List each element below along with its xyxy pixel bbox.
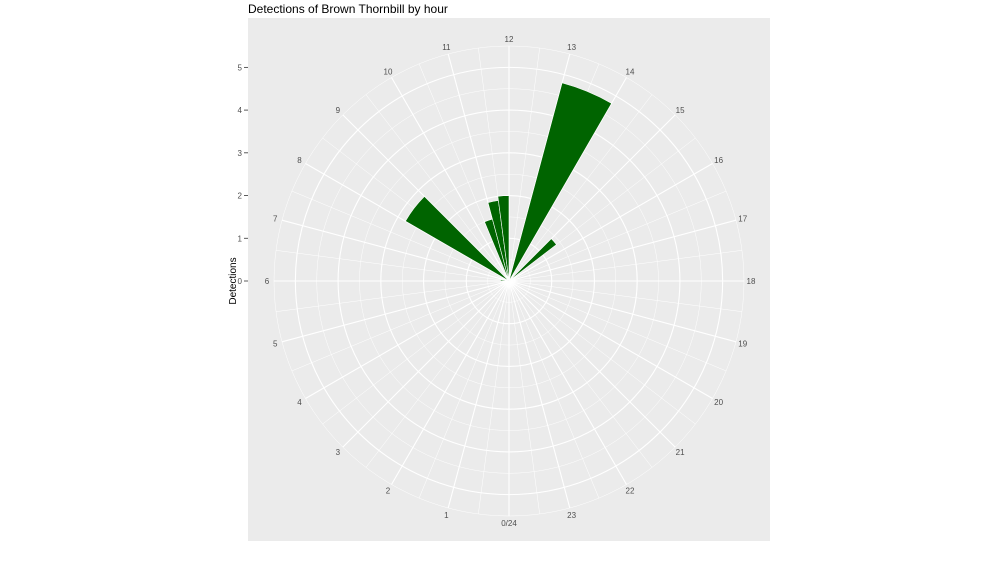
- bar: [497, 195, 510, 282]
- x-tick-label: 3: [336, 448, 341, 457]
- y-tick-label: 2: [238, 192, 243, 201]
- grid-spoke: [418, 280, 510, 499]
- grid-spoke: [365, 280, 510, 468]
- x-tick-label: 23: [567, 511, 576, 520]
- x-tick-label: 21: [676, 448, 685, 457]
- y-tick-label: 0: [238, 277, 243, 286]
- x-tick-label: 1: [444, 511, 449, 520]
- x-tick-label: 9: [336, 106, 341, 115]
- grid-spoke: [291, 280, 510, 372]
- x-tick-label: 12: [505, 35, 514, 44]
- grid-spoke: [478, 280, 510, 515]
- grid-spoke: [508, 250, 743, 282]
- grid-spoke: [508, 190, 727, 282]
- grid-spoke: [281, 280, 510, 343]
- grid-spoke: [342, 280, 510, 448]
- x-tick-label: 4: [297, 398, 302, 407]
- grid-spoke: [447, 280, 510, 509]
- y-tick-label: 4: [238, 106, 243, 115]
- grid-spoke: [508, 280, 571, 509]
- bars-layer: [404, 82, 612, 282]
- grid-spoke: [391, 280, 510, 485]
- x-tick-label: 2: [386, 487, 391, 496]
- y-axis-title: Detections: [228, 257, 239, 304]
- grid-spoke: [508, 280, 737, 343]
- x-tick-label: 15: [676, 106, 685, 115]
- grid-spoke: [508, 163, 713, 282]
- grid-spoke: [508, 280, 540, 515]
- chart-title: Detections of Brown Thornbill by hour: [248, 2, 448, 16]
- x-tick-label: 6: [265, 277, 270, 286]
- grid-spoke: [281, 219, 510, 282]
- x-tick-label: 13: [567, 43, 576, 52]
- grid-spoke: [365, 94, 510, 282]
- bar: [508, 238, 557, 282]
- x-tick-label: 7: [273, 214, 278, 223]
- grid-spoke: [322, 280, 510, 425]
- grid-spoke: [508, 47, 540, 282]
- grid-spoke: [275, 280, 510, 312]
- x-tick-label: 0/24: [501, 519, 517, 528]
- grid-spoke: [508, 94, 653, 282]
- x-tick-label: 20: [714, 398, 723, 407]
- x-tick-label: 5: [273, 340, 278, 349]
- y-tick-label: 3: [238, 149, 243, 158]
- grid-spoke: [291, 190, 510, 282]
- grid-spoke: [508, 280, 600, 499]
- y-tick-label: 1: [238, 234, 243, 243]
- x-tick-label: 10: [384, 67, 393, 76]
- x-tick-labels: 0/24123456789101112131415161718192021222…: [265, 35, 756, 528]
- grid-spoke: [305, 280, 510, 399]
- x-tick-label: 11: [442, 43, 451, 52]
- grid-spoke: [275, 250, 510, 282]
- grid-spoke: [508, 280, 676, 448]
- grid-spoke: [508, 280, 696, 425]
- x-tick-label: 22: [626, 487, 635, 496]
- y-axis: 0 1 2 3 4 5: [238, 63, 248, 286]
- grid-spoke: [508, 280, 713, 399]
- bar: [404, 195, 510, 282]
- grid-spoke: [508, 280, 653, 468]
- grid-spoke: [508, 280, 627, 485]
- grid-spoke: [508, 280, 743, 312]
- x-tick-label: 18: [747, 277, 756, 286]
- x-tick-label: 17: [738, 214, 747, 223]
- grid-spoke: [508, 219, 737, 282]
- y-tick-label: 5: [238, 63, 243, 72]
- x-tick-label: 16: [714, 156, 723, 165]
- x-tick-label: 19: [738, 340, 747, 349]
- x-tick-label: 8: [297, 156, 302, 165]
- grid-spoke: [508, 280, 727, 372]
- bar: [500, 279, 510, 282]
- bar: [508, 82, 612, 282]
- grid-spoke: [391, 77, 510, 282]
- x-tick-label: 14: [626, 67, 635, 76]
